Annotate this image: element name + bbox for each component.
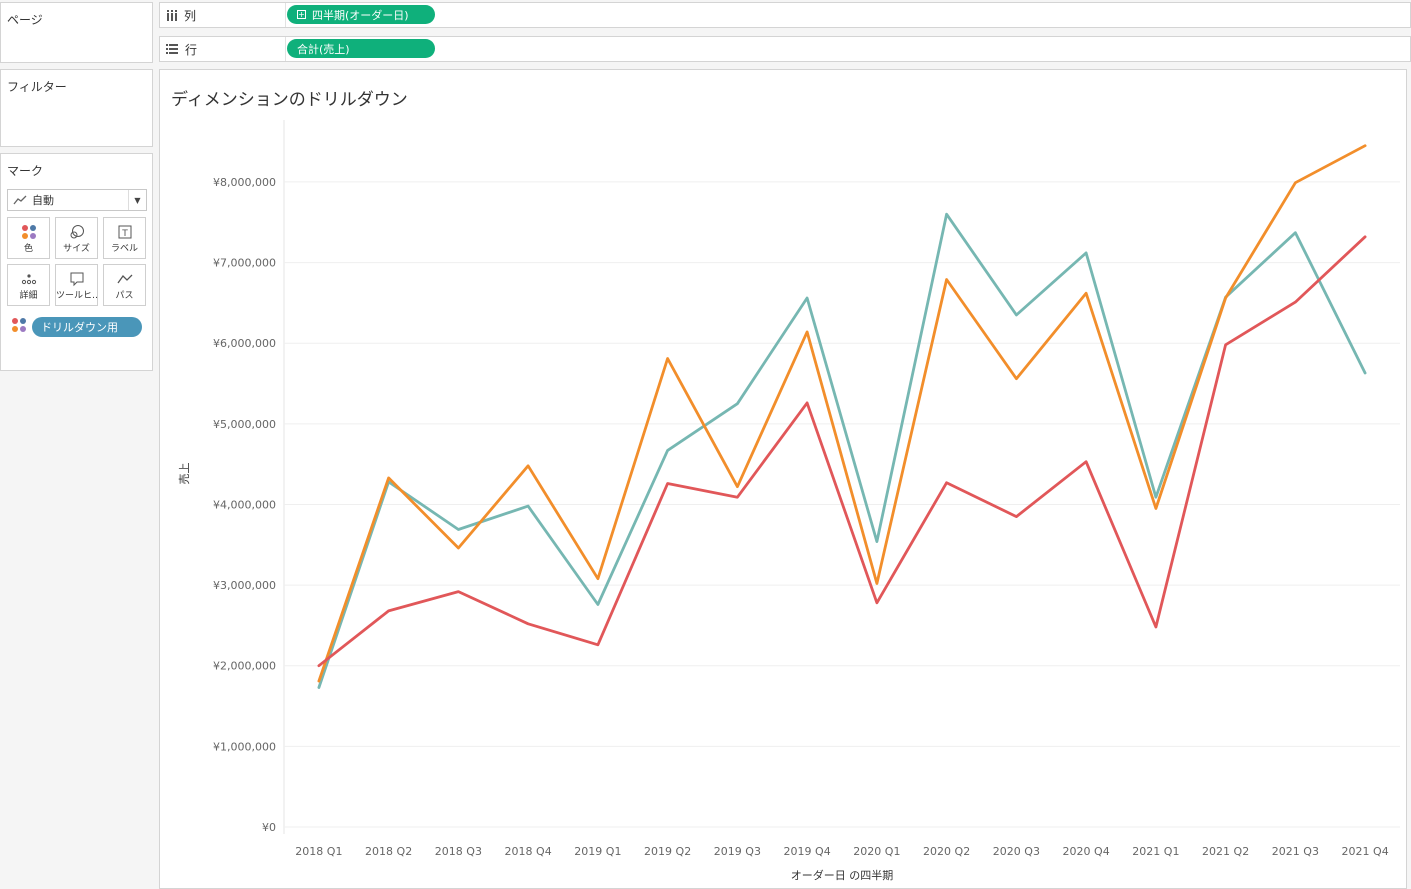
y-tick-label: ¥5,000,000 — [213, 418, 276, 431]
columns-shelf[interactable]: 列 + 四半期(オーダー日) — [159, 2, 1411, 28]
x-tick-label: 2020 Q4 — [1063, 845, 1110, 858]
size-icon — [56, 223, 97, 241]
x-tick-label: 2021 Q3 — [1272, 845, 1319, 858]
rows-label-text: 行 — [185, 42, 198, 57]
y-axis-title: 売上 — [178, 463, 191, 485]
mark-type-label: 自動 — [32, 194, 54, 207]
path-label: パス — [115, 291, 134, 301]
rows-pill-label: 合計(売上) — [297, 42, 350, 56]
pages-card[interactable]: ページ — [0, 2, 153, 63]
y-tick-label: ¥3,000,000 — [213, 579, 276, 592]
x-tick-label: 2019 Q3 — [714, 845, 761, 858]
x-tick-label: 2019 Q2 — [644, 845, 691, 858]
tooltip-icon — [56, 270, 97, 288]
y-tick-label: ¥6,000,000 — [213, 337, 276, 350]
columns-shelf-label: 列 — [166, 3, 196, 27]
label-label: ラベル — [110, 244, 138, 254]
shelf-divider — [285, 3, 286, 27]
rows-shelf-label: 行 — [166, 37, 197, 61]
series-line-1 — [317, 212, 1367, 689]
rows-shelf[interactable]: 行 合計(売上) — [159, 36, 1411, 62]
y-tick-label: ¥8,000,000 — [213, 176, 276, 189]
label-icon: T — [104, 223, 145, 241]
filters-title: フィルター — [7, 80, 67, 94]
x-tick-label: 2020 Q3 — [993, 845, 1040, 858]
tooltip-button[interactable]: ツールヒ… — [55, 264, 98, 306]
x-tick-label: 2020 Q1 — [853, 845, 900, 858]
rows-icon — [166, 44, 178, 54]
shelf-divider — [285, 37, 286, 61]
rows-field-pill[interactable]: 合計(売上) — [287, 39, 435, 58]
detail-icon — [8, 270, 49, 288]
path-icon — [104, 270, 145, 288]
color-button[interactable]: 色 — [7, 217, 50, 259]
marks-card: マーク 自動 ▼ 色 サイズ T ラベル 詳細 — [0, 153, 153, 371]
size-label: サイズ — [63, 244, 90, 254]
x-tick-label: 2018 Q4 — [505, 845, 552, 858]
mark-type-dropdown[interactable]: 自動 ▼ — [7, 189, 147, 211]
y-tick-label: ¥7,000,000 — [213, 257, 276, 270]
x-tick-label: 2020 Q2 — [923, 845, 970, 858]
tooltip-label: ツールヒ… — [56, 291, 97, 301]
svg-text:T: T — [121, 229, 128, 239]
line-chart-icon — [8, 190, 32, 210]
series-line-2 — [317, 144, 1367, 683]
y-tick-label: ¥2,000,000 — [213, 660, 276, 673]
x-tick-label: 2019 Q4 — [784, 845, 831, 858]
columns-pill-label: 四半期(オーダー日) — [312, 8, 409, 22]
series-line-3 — [317, 235, 1367, 668]
columns-field-pill[interactable]: + 四半期(オーダー日) — [287, 5, 435, 24]
x-tick-label: 2018 Q1 — [295, 845, 342, 858]
path-button[interactable]: パス — [103, 264, 146, 306]
chevron-down-icon: ▼ — [128, 190, 146, 210]
color-encoding-row: ドリルダウン用 — [11, 316, 147, 338]
x-tick-label: 2019 Q1 — [574, 845, 621, 858]
x-tick-label: 2021 Q2 — [1202, 845, 1249, 858]
columns-label-text: 列 — [184, 8, 197, 23]
color-icon — [11, 317, 27, 337]
y-tick-label: ¥4,000,000 — [213, 498, 276, 511]
expand-icon[interactable]: + — [297, 10, 306, 19]
filters-card[interactable]: フィルター — [0, 69, 153, 147]
x-tick-label: 2018 Q2 — [365, 845, 412, 858]
detail-button[interactable]: 詳細 — [7, 264, 50, 306]
pages-title: ページ — [7, 13, 43, 27]
marks-title: マーク — [7, 164, 44, 178]
worksheet-view: ディメンションのドリルダウン ¥0 ¥1,000,000 ¥2,000,000 ¥3,… — [159, 69, 1407, 889]
x-tick-label: 2018 Q3 — [435, 845, 482, 858]
x-tick-label: 2021 Q1 — [1132, 845, 1179, 858]
y-tick-label: ¥1,000,000 — [213, 740, 276, 753]
line-chart[interactable]: ¥0 ¥1,000,000 ¥2,000,000 ¥3,000,000 ¥4,000,0… — [160, 70, 1406, 888]
x-axis-title: オーダー日 の四半期 — [791, 868, 894, 882]
color-field-pill[interactable]: ドリルダウン用 — [32, 317, 142, 337]
label-button[interactable]: T ラベル — [103, 217, 146, 259]
detail-label: 詳細 — [19, 291, 38, 301]
color-label: 色 — [23, 244, 33, 254]
color-icon — [8, 223, 49, 241]
chart-title: ディメンションのドリルダウン — [171, 90, 408, 110]
size-button[interactable]: サイズ — [55, 217, 98, 259]
y-tick-label: ¥0 — [262, 821, 276, 834]
columns-icon — [166, 9, 177, 21]
x-tick-label: 2021 Q4 — [1342, 845, 1389, 858]
